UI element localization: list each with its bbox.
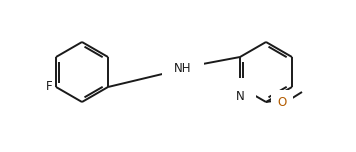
Text: N: N [236,90,245,103]
Text: F: F [46,81,52,93]
Text: NH: NH [174,62,192,74]
Text: O: O [277,95,287,109]
